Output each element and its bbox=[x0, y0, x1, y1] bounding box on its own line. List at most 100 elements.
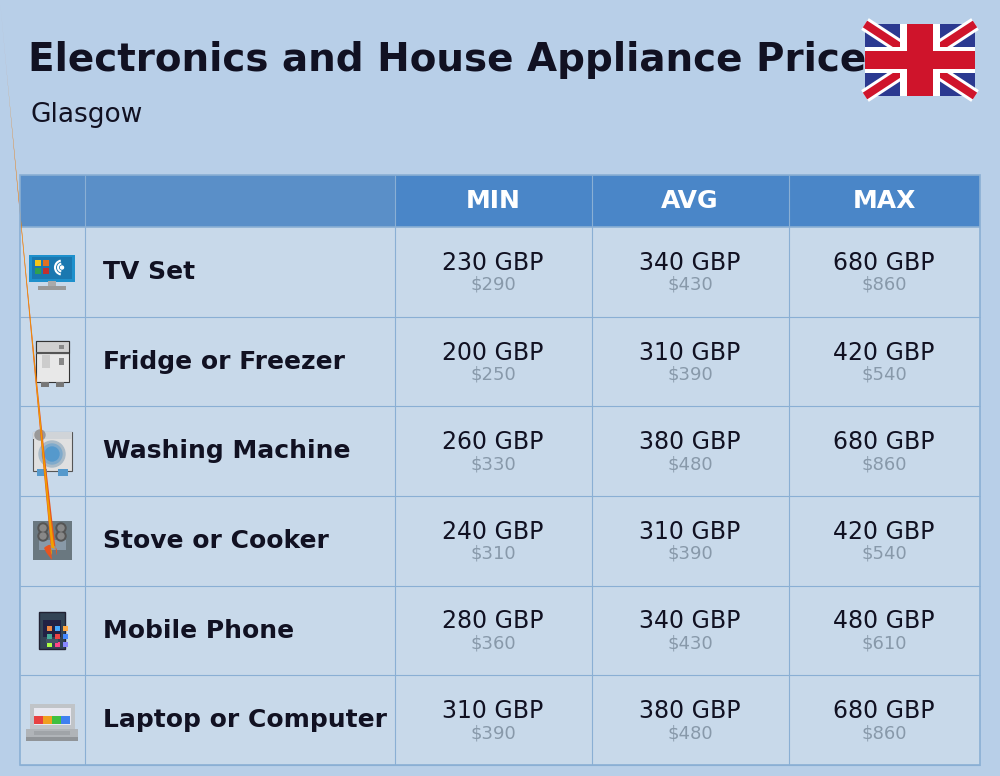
Text: $390: $390 bbox=[667, 545, 713, 563]
Circle shape bbox=[35, 430, 45, 440]
Text: $330: $330 bbox=[470, 456, 516, 473]
Circle shape bbox=[58, 533, 64, 539]
Bar bbox=[395, 175, 592, 227]
Bar bbox=[20, 586, 980, 675]
Text: $430: $430 bbox=[667, 635, 713, 653]
Bar bbox=[33, 432, 72, 439]
Text: $390: $390 bbox=[667, 365, 713, 383]
Text: 200 GBP: 200 GBP bbox=[442, 341, 544, 365]
Bar bbox=[865, 51, 975, 68]
Text: Electronics and House Appliance Prices: Electronics and House Appliance Prices bbox=[28, 41, 889, 79]
Bar bbox=[59, 471, 67, 476]
Circle shape bbox=[42, 444, 62, 464]
Bar bbox=[35, 268, 41, 273]
Bar bbox=[63, 642, 68, 647]
Bar bbox=[36, 341, 69, 382]
Circle shape bbox=[38, 531, 48, 541]
Bar bbox=[56, 382, 64, 387]
Text: $610: $610 bbox=[861, 635, 907, 653]
Bar bbox=[43, 268, 49, 273]
Polygon shape bbox=[861, 18, 979, 102]
Text: $360: $360 bbox=[470, 635, 516, 653]
Text: TV Set: TV Set bbox=[103, 260, 195, 284]
Text: 680 GBP: 680 GBP bbox=[833, 699, 935, 723]
Text: $430: $430 bbox=[667, 275, 713, 294]
PathPatch shape bbox=[0, 548, 55, 776]
Bar bbox=[20, 496, 980, 586]
Text: 380 GBP: 380 GBP bbox=[639, 430, 741, 454]
Bar bbox=[59, 358, 64, 365]
Text: 380 GBP: 380 GBP bbox=[639, 699, 741, 723]
Text: Mobile Phone: Mobile Phone bbox=[103, 618, 294, 643]
Bar bbox=[592, 175, 789, 227]
Text: 680 GBP: 680 GBP bbox=[833, 430, 935, 454]
Bar bbox=[37, 469, 47, 476]
Bar bbox=[61, 716, 70, 724]
Text: Fridge or Freezer: Fridge or Freezer bbox=[103, 349, 345, 373]
Text: 310 GBP: 310 GBP bbox=[639, 341, 741, 365]
Text: $860: $860 bbox=[861, 275, 907, 294]
Polygon shape bbox=[861, 18, 979, 102]
Bar bbox=[900, 24, 940, 96]
Bar bbox=[55, 634, 60, 639]
Bar bbox=[789, 175, 980, 227]
Text: $540: $540 bbox=[861, 365, 907, 383]
Circle shape bbox=[38, 523, 48, 533]
Bar bbox=[907, 24, 933, 96]
Text: 230 GBP: 230 GBP bbox=[442, 251, 544, 275]
Bar bbox=[38, 471, 46, 476]
Bar bbox=[63, 634, 68, 639]
Text: $540: $540 bbox=[861, 545, 907, 563]
Text: $860: $860 bbox=[861, 724, 907, 742]
Text: Washing Machine: Washing Machine bbox=[103, 439, 351, 463]
Text: 420 GBP: 420 GBP bbox=[833, 520, 935, 544]
Text: 340 GBP: 340 GBP bbox=[639, 609, 741, 633]
Polygon shape bbox=[863, 21, 977, 99]
Bar bbox=[47, 642, 52, 647]
Circle shape bbox=[56, 531, 66, 541]
Bar bbox=[26, 729, 78, 737]
Bar bbox=[20, 317, 980, 407]
Text: 240 GBP: 240 GBP bbox=[442, 520, 544, 544]
Bar bbox=[47, 634, 52, 639]
Circle shape bbox=[60, 266, 64, 269]
Text: $310: $310 bbox=[470, 545, 516, 563]
Text: MAX: MAX bbox=[852, 189, 916, 213]
Bar bbox=[43, 620, 61, 637]
Bar bbox=[33, 521, 72, 560]
Bar bbox=[39, 612, 65, 649]
Text: Stove or Cooker: Stove or Cooker bbox=[103, 528, 329, 553]
Polygon shape bbox=[863, 21, 977, 99]
Text: 340 GBP: 340 GBP bbox=[639, 251, 741, 275]
Bar bbox=[865, 47, 975, 73]
Bar bbox=[42, 355, 50, 363]
Text: $480: $480 bbox=[667, 724, 713, 742]
Text: 280 GBP: 280 GBP bbox=[442, 609, 544, 633]
Bar bbox=[32, 257, 72, 279]
Text: Glasgow: Glasgow bbox=[30, 102, 142, 128]
Text: 310 GBP: 310 GBP bbox=[639, 520, 741, 544]
Text: 260 GBP: 260 GBP bbox=[442, 430, 544, 454]
Text: $290: $290 bbox=[470, 275, 516, 294]
Bar bbox=[43, 716, 52, 724]
Bar bbox=[35, 259, 41, 265]
Bar bbox=[63, 626, 68, 631]
Bar bbox=[20, 227, 980, 317]
Bar bbox=[33, 432, 72, 471]
Text: MIN: MIN bbox=[466, 189, 520, 213]
Circle shape bbox=[39, 441, 65, 467]
Bar bbox=[52, 716, 61, 724]
Bar bbox=[34, 708, 71, 725]
Text: $250: $250 bbox=[470, 365, 516, 383]
Text: AVG: AVG bbox=[661, 189, 719, 213]
Text: 420 GBP: 420 GBP bbox=[833, 341, 935, 365]
Bar bbox=[34, 716, 43, 724]
Bar bbox=[38, 286, 66, 289]
Bar bbox=[20, 407, 980, 496]
Bar bbox=[55, 642, 60, 647]
Bar bbox=[20, 175, 980, 765]
Bar bbox=[43, 259, 49, 265]
Text: $860: $860 bbox=[861, 456, 907, 473]
Circle shape bbox=[40, 525, 46, 531]
Circle shape bbox=[58, 525, 64, 531]
